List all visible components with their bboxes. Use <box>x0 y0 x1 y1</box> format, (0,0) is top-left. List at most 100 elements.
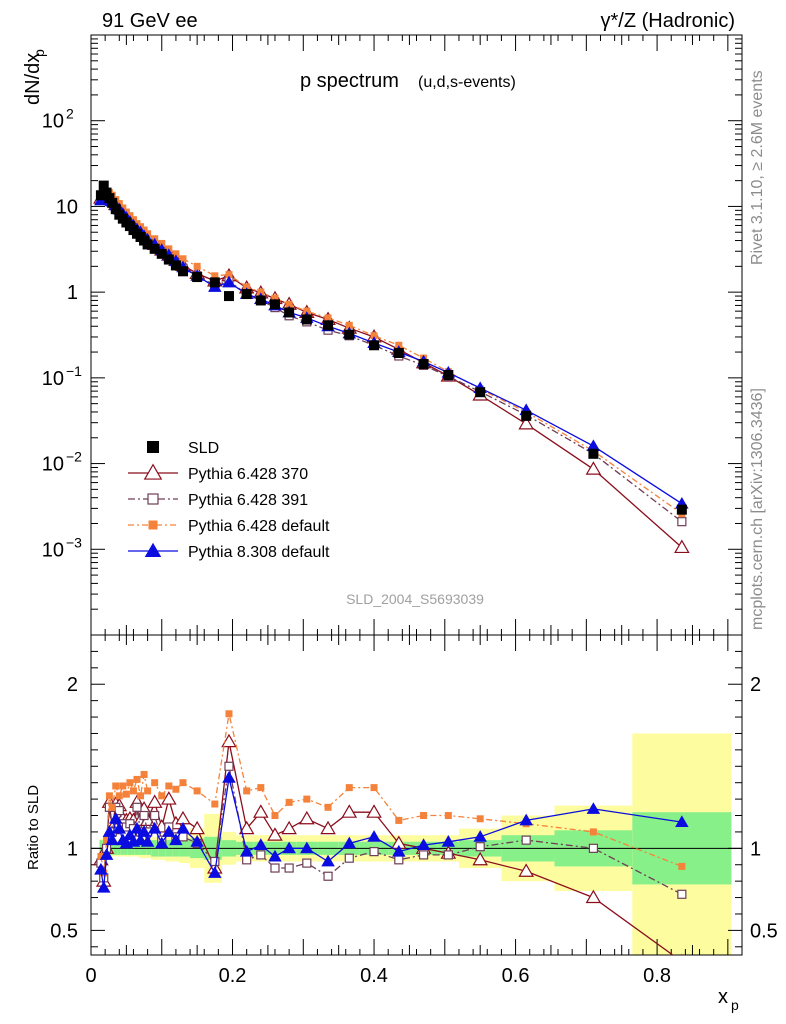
ratio-point-pdef <box>257 784 265 792</box>
ratio-point-pdef <box>108 803 116 811</box>
ratio-point-pdef <box>211 800 219 808</box>
ratio-point-p370 <box>585 889 602 904</box>
ratio-series-p8 <box>94 771 689 893</box>
legend-label-p391: Pythia 6.428 391 <box>188 492 308 509</box>
main-point-sld <box>149 243 160 254</box>
main-point-pdef <box>243 283 251 291</box>
ratio-point-p391 <box>210 856 220 867</box>
main-point-sld <box>269 299 280 310</box>
x-axis-label: x p <box>718 986 739 1013</box>
ratio-x-tick-label: 0.2 <box>219 965 247 987</box>
main-point-pdef <box>324 314 332 322</box>
ratio-point-p391 <box>256 850 266 860</box>
main-y-tick-label-base: 10 <box>42 111 64 133</box>
ratio-point-p8 <box>675 815 689 828</box>
main-point-sld <box>344 329 355 340</box>
main-point-p391 <box>677 517 687 527</box>
ratio-point-p8 <box>96 880 111 893</box>
main-point-p370 <box>674 539 690 554</box>
ratio-point-pdef <box>395 816 403 824</box>
main-point-pdef <box>285 300 293 308</box>
main-series-p370 <box>93 184 690 554</box>
ratio-point-pdef <box>133 775 141 783</box>
ratio-x-tick-label: 0.6 <box>502 965 530 987</box>
main-y-tick-label-base: 10 <box>42 368 64 390</box>
legend-entry-p391: Pythia 6.428 391 <box>128 492 308 509</box>
ratio-point-p370 <box>146 794 163 808</box>
ratio-point-p8 <box>112 821 127 834</box>
legend-label-p370: Pythia 6.428 370 <box>188 466 308 483</box>
legend-marker-p8 <box>144 542 162 558</box>
ratio-point-p8 <box>282 841 296 854</box>
rivet-label: Rivet 3.1.10, ≥ 2.6M events <box>749 70 766 265</box>
main-point-pdef <box>395 341 403 349</box>
ratio-point-p391 <box>150 810 160 821</box>
ratio-point-p370 <box>161 791 177 805</box>
legend-label-sld: SLD <box>188 440 219 457</box>
ratio-point-p391 <box>418 850 429 860</box>
main-point-sld <box>170 260 181 271</box>
main-point-pdef <box>303 307 311 315</box>
ratio-y-tick-label: 0.5 <box>50 920 78 942</box>
ratio-point-p391 <box>284 863 294 873</box>
ratio-point-p370 <box>320 820 336 835</box>
main-point-pdef <box>172 250 180 258</box>
ratio-point-p8 <box>441 835 456 847</box>
ratio-point-p370 <box>267 827 283 841</box>
ratio-point-pdef <box>165 782 173 790</box>
main-point-sld <box>323 320 334 331</box>
main-y-label: dN/dx p <box>22 49 47 105</box>
ratio-point-pdef <box>476 815 484 823</box>
ratio-point-p8 <box>162 825 176 837</box>
ratio-y-ticks: 0.5 0.5 1 1 2 2 <box>50 650 778 948</box>
main-y-tick-label: 10 −3 <box>42 534 82 561</box>
main-point-p370 <box>585 461 602 475</box>
ratio-point-p8 <box>102 825 117 837</box>
ratio-point-p8 <box>190 835 204 847</box>
main-point-sld <box>369 340 380 351</box>
ratio-point-p8 <box>140 835 155 847</box>
ratio-point-pdef <box>345 784 353 792</box>
ratio-point-p8 <box>342 836 357 849</box>
ratio-point-p8 <box>105 833 119 846</box>
legend-entry-pdef: Pythia 6.428 default <box>128 518 330 535</box>
main-point-sld <box>418 359 429 370</box>
main-point-p370 <box>518 415 534 430</box>
main-y-tick-label-exp: −3 <box>66 534 82 550</box>
main-y-tick-label: 10 −2 <box>42 449 82 476</box>
main-y-tick-label-exp: −2 <box>66 449 82 465</box>
ratio-point-p8 <box>321 854 335 867</box>
ratio-point-p8 <box>137 825 151 837</box>
legend-label-p8: Pythia 8.308 default <box>188 544 330 561</box>
ratio-point-pdef <box>158 792 166 800</box>
main-point-sld <box>241 289 252 300</box>
ratio-series-pdef <box>97 710 686 877</box>
ratio-y-tick-label-right: 2 <box>750 674 761 696</box>
ratio-point-pdef <box>243 787 251 795</box>
main-y-tick-label: 10 −1 <box>42 363 82 390</box>
ratio-point-p8 <box>473 830 487 842</box>
main-y-tick-label: 10 <box>56 196 78 218</box>
legend: SLD Pythia 6.428 370 Pythia 6.428 391 Pythi… <box>128 440 330 561</box>
main-y-tick-label-base: 10 <box>42 454 64 476</box>
main-point-pdef <box>225 271 233 279</box>
ratio-line-pdef <box>100 713 683 874</box>
ratio-point-p370 <box>189 820 205 835</box>
main-point-sld <box>142 239 153 250</box>
ratio-point-pdef <box>137 792 145 800</box>
ratio-point-p391 <box>242 855 252 865</box>
ratio-point-p391 <box>270 863 280 873</box>
legend-entry-p8: Pythia 8.308 default <box>128 542 330 561</box>
main-point-sld <box>588 448 599 459</box>
ratio-point-pdef <box>225 710 233 718</box>
main-y-tick-label-exp: 2 <box>66 106 74 122</box>
ratio-x-tick-label: 0 <box>85 965 96 987</box>
ratio-point-p8 <box>222 771 236 783</box>
main-y-tick-label-base: 10 <box>42 539 64 561</box>
main-point-sld <box>156 248 167 259</box>
ratio-point-p370 <box>518 863 534 877</box>
main-point-pdef <box>370 332 378 340</box>
ratio-point-p8 <box>392 844 406 857</box>
ratio-point-pdef <box>140 770 148 778</box>
